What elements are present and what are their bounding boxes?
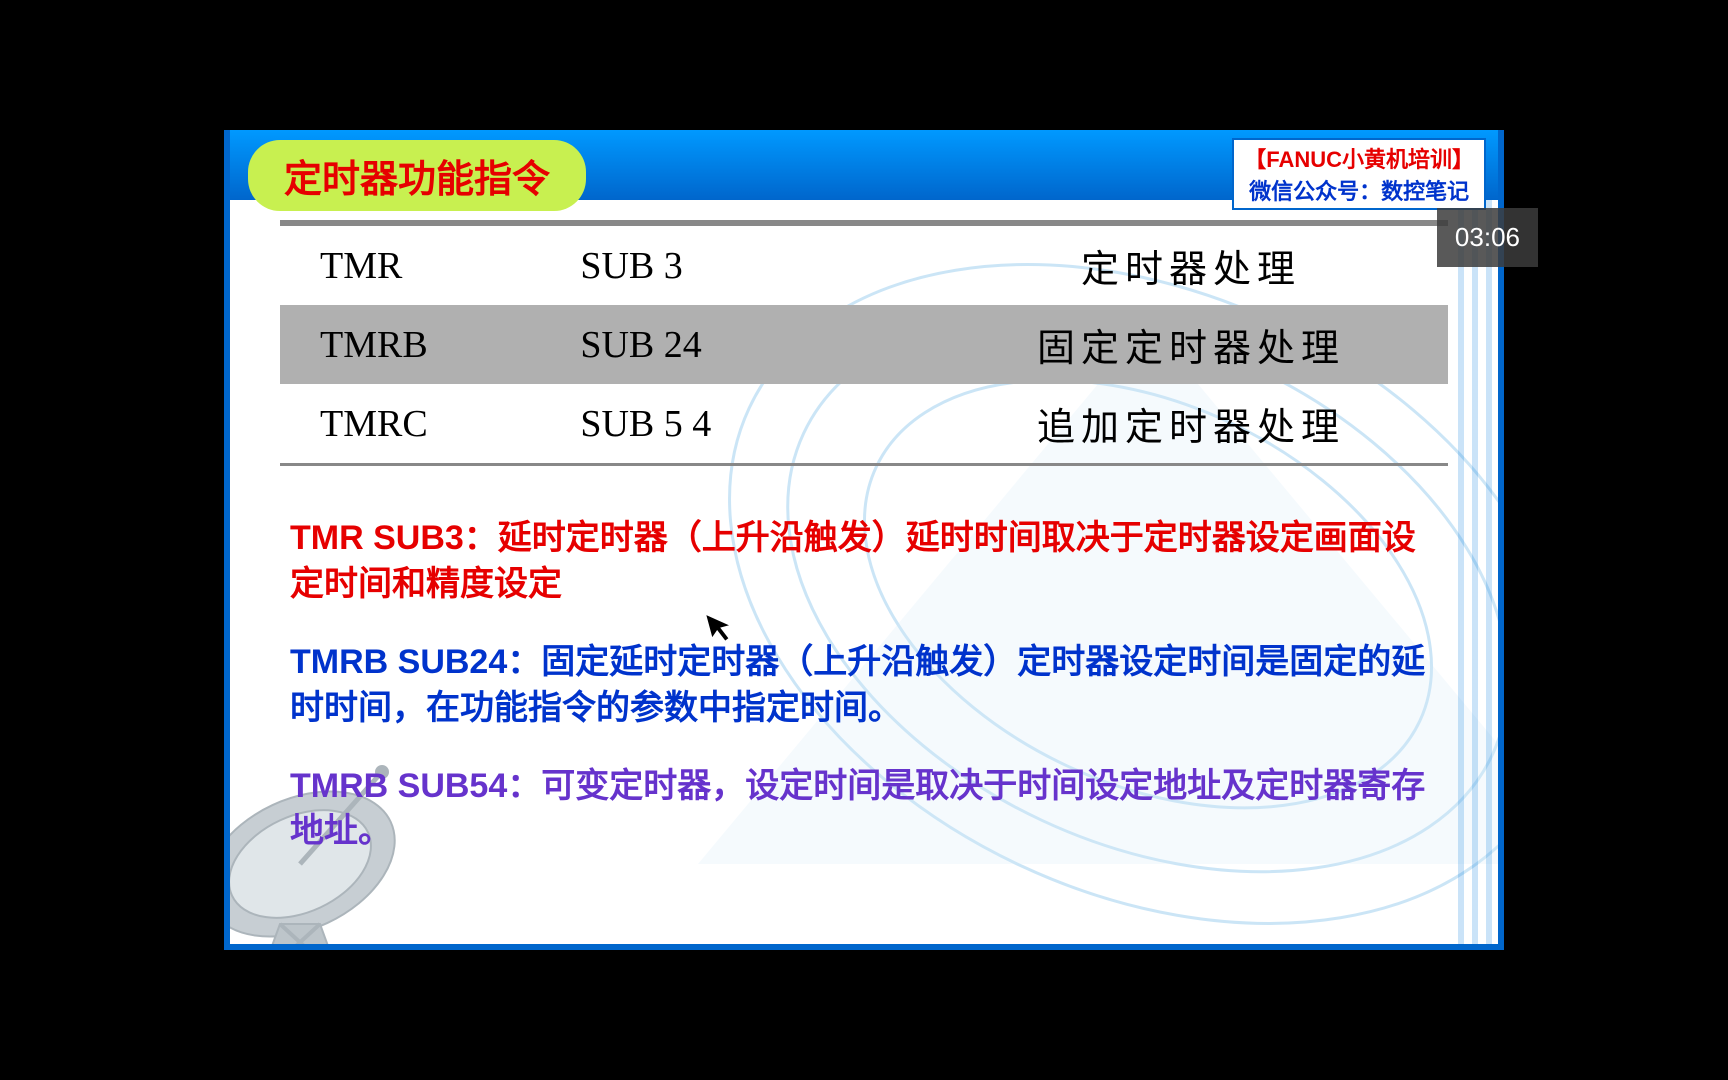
table-row: TMRC SUB 5 4 追加定时器处理 xyxy=(280,384,1448,463)
cell-sub: SUB 5 4 xyxy=(560,384,934,463)
desc-tmrc: TMRB SUB54：可变定时器，设定时间是取决于时间设定地址及定时器寄存地址。 xyxy=(290,764,1438,856)
slide-content: TMR SUB 3 定时器处理 TMRB SUB 24 固定定时器处理 TMRC… xyxy=(280,220,1448,924)
training-info-box: 【FANUC小黄机培训】 微信公众号：数控笔记 xyxy=(1232,138,1486,210)
decorative-stripes xyxy=(1458,200,1498,944)
cell-instr: TMRB xyxy=(280,305,560,384)
presentation-slide: 定时器功能指令 【FANUC小黄机培训】 微信公众号：数控笔记 xyxy=(224,130,1504,950)
cell-sub: SUB 3 xyxy=(560,226,934,305)
cell-desc: 追加定时器处理 xyxy=(934,384,1448,463)
timer-instruction-table: TMR SUB 3 定时器处理 TMRB SUB 24 固定定时器处理 TMRC… xyxy=(280,220,1448,466)
cell-sub: SUB 24 xyxy=(560,305,934,384)
info-line-2: 微信公众号：数控笔记 xyxy=(1244,174,1474,206)
video-timestamp: 03:06 xyxy=(1437,208,1538,267)
desc-tmr: TMR SUB3：延时定时器（上升沿触发）延时时间取决于定时器设定画面设定时间和… xyxy=(290,516,1438,608)
cell-desc: 固定定时器处理 xyxy=(934,305,1448,384)
descriptions: TMR SUB3：延时定时器（上升沿触发）延时时间取决于定时器设定画面设定时间和… xyxy=(280,516,1448,855)
slide-title-pill: 定时器功能指令 xyxy=(248,140,586,211)
table-row: TMR SUB 3 定时器处理 xyxy=(280,226,1448,305)
cell-desc: 定时器处理 xyxy=(934,226,1448,305)
slide-wrapper: 定时器功能指令 【FANUC小黄机培训】 微信公众号：数控笔记 xyxy=(224,130,1504,950)
cell-instr: TMR xyxy=(280,226,560,305)
desc-tmrb: TMRB SUB24：固定延时定时器（上升沿触发）定时器设定时间是固定的延时时间… xyxy=(290,640,1438,732)
table-row: TMRB SUB 24 固定定时器处理 xyxy=(280,305,1448,384)
slide-title-text: 定时器功能指令 xyxy=(284,159,550,201)
info-line-1: 【FANUC小黄机培训】 xyxy=(1244,142,1474,174)
cell-instr: TMRC xyxy=(280,384,560,463)
